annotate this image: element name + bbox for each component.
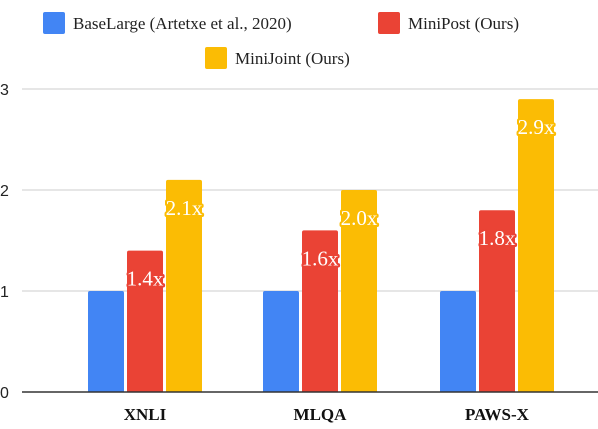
legend-swatch	[205, 47, 227, 69]
x-category-label: MLQA	[294, 405, 348, 424]
data-label: 1.4x	[127, 267, 164, 291]
y-tick-label: 0	[0, 385, 9, 402]
bar	[302, 230, 338, 392]
legend-label: MiniPost (Ours)	[408, 14, 519, 33]
x-category-label: PAWS-X	[465, 405, 530, 424]
y-axis-ticks: 0 1 2 3	[0, 82, 9, 402]
bar	[440, 291, 476, 392]
x-axis-categories: XNLI MLQA PAWS-X	[124, 405, 530, 424]
y-tick-label: 2	[0, 183, 9, 200]
legend-label: MiniJoint (Ours)	[235, 49, 350, 68]
data-labels: 1.4x 2.1x 1.6x2.0x 1.8x 2.9x	[125, 113, 557, 293]
x-category-label: XNLI	[124, 405, 167, 424]
bar	[479, 210, 515, 392]
legend-swatch	[378, 12, 400, 34]
legend-label: BaseLarge (Artetxe et al., 2020)	[73, 14, 292, 33]
bar	[518, 99, 554, 392]
y-tick-label: 3	[0, 82, 9, 99]
data-label: 2.9x	[518, 115, 555, 139]
data-label: 1.6x	[302, 246, 339, 270]
data-label: 2.1x	[166, 196, 203, 220]
data-label: 1.8x	[479, 226, 516, 250]
data-label: 2.0x	[341, 206, 378, 230]
bars	[88, 99, 554, 392]
bar	[263, 291, 299, 392]
bar	[341, 190, 377, 392]
bar	[88, 291, 124, 392]
y-tick-label: 1	[0, 284, 9, 301]
bar	[127, 250, 163, 392]
legend-swatch	[43, 12, 65, 34]
bar	[166, 179, 202, 392]
legend: BaseLarge (Artetxe et al., 2020) MiniPost…	[43, 12, 519, 69]
